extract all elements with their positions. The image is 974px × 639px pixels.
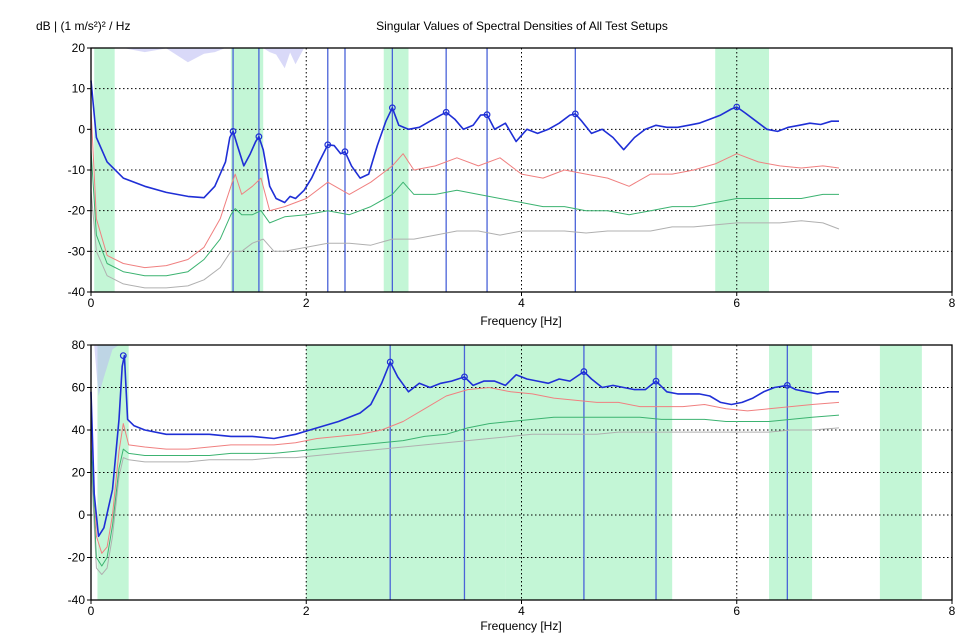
series-line-sv2 <box>90 108 840 269</box>
unit-label: dB | (1 m/s²)² / Hz <box>36 19 130 33</box>
peak-marker <box>386 358 394 366</box>
series-line-sv3 <box>90 414 840 567</box>
x-tick-label: 4 <box>518 296 525 310</box>
peak-marker <box>119 352 127 360</box>
peak-marker <box>442 108 450 116</box>
series-line-sv2 <box>90 387 840 554</box>
x-tick-label: 8 <box>949 604 956 618</box>
lower-x-axis-label: Frequency [Hz] <box>480 619 561 633</box>
y-tick-label: 0 <box>78 122 85 136</box>
peak-marker <box>483 111 491 119</box>
peak-marker <box>783 381 791 389</box>
x-tick-label: 6 <box>733 296 740 310</box>
peak-marker <box>324 141 332 149</box>
series-line-sv4 <box>90 190 840 289</box>
x-tick-label: 2 <box>303 604 310 618</box>
y-tick-label: 10 <box>72 82 86 96</box>
peak-marker <box>255 133 263 141</box>
peak-marker <box>580 368 588 375</box>
frequency-band <box>634 345 673 600</box>
lower-plot: 0 2 4 6 8 -40 -20 0 20 40 60 80 <box>68 338 956 618</box>
y-tick-label: 40 <box>72 423 86 437</box>
upper-x-axis-label: Frequency [Hz] <box>480 314 561 328</box>
peak-marker <box>461 373 468 381</box>
peak-marker <box>733 103 741 111</box>
upper-plot: 0 2 4 6 8 -40 -30 -20 -10 0 10 20 <box>68 41 956 310</box>
x-tick-label: 2 <box>303 296 310 310</box>
y-tick-label: 20 <box>72 466 86 480</box>
x-tick-label: 6 <box>733 604 740 618</box>
x-tick-label: 0 <box>88 604 95 618</box>
frequency-band <box>879 345 922 600</box>
y-tick-label: 80 <box>72 338 86 352</box>
peak-marker <box>388 104 396 112</box>
chart-title: Singular Values of Spectral Densities of… <box>376 19 668 33</box>
series-line-sv4 <box>90 427 840 575</box>
y-tick-label: 0 <box>78 508 85 522</box>
x-tick-label: 4 <box>518 604 525 618</box>
x-tick-label: 0 <box>88 296 95 310</box>
peak-marker <box>341 148 349 156</box>
y-tick-label: -20 <box>68 204 86 218</box>
y-tick-label: -20 <box>68 551 86 565</box>
x-tick-label: 8 <box>949 296 956 310</box>
y-tick-label: -40 <box>68 593 86 607</box>
series-line-sv3 <box>90 149 839 277</box>
peak-marker <box>571 110 579 118</box>
stabilisation-shading <box>91 48 839 69</box>
y-tick-label: -10 <box>68 163 86 177</box>
frequency-band <box>505 345 635 600</box>
peak-marker <box>652 377 660 385</box>
y-tick-label: -30 <box>68 244 86 258</box>
peak-marker <box>229 127 237 135</box>
y-tick-label: 20 <box>72 41 86 55</box>
y-tick-label: -40 <box>68 285 86 299</box>
y-tick-label: 60 <box>72 381 86 395</box>
series-line-sv1 <box>90 354 839 538</box>
